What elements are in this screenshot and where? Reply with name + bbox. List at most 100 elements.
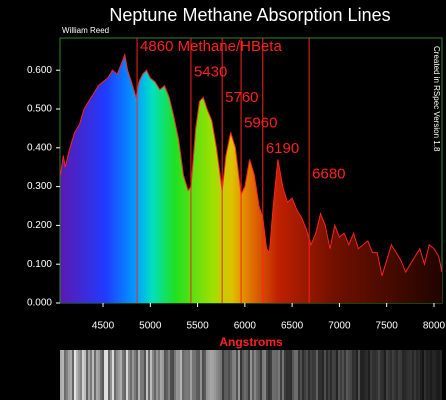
strip-band — [102, 350, 104, 400]
strip-band — [160, 350, 162, 400]
strip-band — [264, 350, 266, 400]
strip-band — [82, 350, 84, 400]
strip-band — [414, 350, 416, 400]
strip-band — [434, 350, 436, 400]
strip-band — [398, 350, 400, 400]
strip-band — [230, 350, 232, 400]
strip-band — [94, 350, 96, 400]
strip-band — [374, 350, 376, 400]
strip-band — [132, 350, 134, 400]
strip-band — [84, 350, 86, 400]
strip-band — [350, 350, 352, 400]
strip-band — [312, 350, 314, 400]
strip-band — [228, 350, 230, 400]
strip-band — [64, 350, 66, 400]
strip-band — [418, 350, 420, 400]
strip-band — [134, 350, 136, 400]
strip-band — [200, 350, 202, 400]
strip-band — [340, 350, 342, 400]
strip-band — [214, 350, 216, 400]
strip-band — [360, 350, 362, 400]
strip-band — [96, 350, 98, 400]
strip-band — [258, 350, 260, 400]
x-tick-label: 8000 — [423, 321, 446, 332]
x-tick-label: 6000 — [234, 321, 257, 332]
x-tick-label: 4500 — [92, 321, 115, 332]
strip-band — [292, 350, 294, 400]
strip-band — [426, 350, 428, 400]
strip-band — [314, 350, 316, 400]
strip-band — [328, 350, 330, 400]
author: William Reed — [62, 26, 109, 35]
strip-band — [154, 350, 156, 400]
strip-band — [110, 350, 112, 400]
strip-band — [416, 350, 418, 400]
chart-title: Neptune Methane Absorption Lines — [109, 5, 390, 25]
strip-band — [70, 350, 72, 400]
strip-band — [428, 350, 430, 400]
strip-band — [370, 350, 372, 400]
x-tick-label: 6500 — [281, 321, 304, 332]
strip-band — [396, 350, 398, 400]
annotation-label: 5760 — [225, 89, 258, 106]
annotation-label: 5430 — [194, 63, 227, 80]
strip-band — [180, 350, 182, 400]
strip-band — [386, 350, 388, 400]
strip-band — [276, 350, 278, 400]
strip-band — [210, 350, 212, 400]
strip-band — [62, 350, 64, 400]
strip-band — [208, 350, 210, 400]
strip-band — [144, 350, 146, 400]
strip-band — [92, 350, 94, 400]
strip-band — [220, 350, 222, 400]
strip-band — [440, 350, 442, 400]
strip-band — [424, 350, 426, 400]
strip-band — [310, 350, 312, 400]
strip-band — [378, 350, 380, 400]
y-tick-label: 0.000 — [27, 298, 52, 309]
strip-band — [232, 350, 234, 400]
strip-band — [410, 350, 412, 400]
strip-band — [170, 350, 172, 400]
strip-band — [142, 350, 144, 400]
strip-band — [176, 350, 178, 400]
strip-band — [124, 350, 126, 400]
strip-band — [120, 350, 122, 400]
strip-band — [252, 350, 254, 400]
strip-band — [348, 350, 350, 400]
y-tick-label: 0.500 — [27, 104, 52, 115]
x-tick-label: 7500 — [376, 321, 399, 332]
strip-band — [262, 350, 264, 400]
x-tick-label: 5500 — [186, 321, 209, 332]
strip-band — [236, 350, 238, 400]
strip-band — [422, 350, 424, 400]
annotation-label: 5960 — [244, 114, 277, 131]
strip-band — [302, 350, 304, 400]
x-axis-label: Angstroms — [219, 335, 283, 349]
strip-band — [190, 350, 192, 400]
strip-band — [282, 350, 284, 400]
strip-band — [432, 350, 434, 400]
strip-band — [384, 350, 386, 400]
spectrum-line — [60, 52, 443, 276]
strip-band — [288, 350, 290, 400]
strip-band — [194, 350, 196, 400]
strip-band — [318, 350, 320, 400]
strip-band — [364, 350, 366, 400]
strip-band — [66, 350, 68, 400]
strip-band — [146, 350, 148, 400]
strip-band — [130, 350, 132, 400]
strip-band — [306, 350, 308, 400]
strip-band — [356, 350, 358, 400]
strip-band — [72, 350, 74, 400]
y-tick-label: 0.600 — [27, 65, 52, 76]
strip-band — [238, 350, 240, 400]
strip-band — [78, 350, 80, 400]
strip-band — [242, 350, 244, 400]
strip-band — [248, 350, 250, 400]
strip-band — [320, 350, 322, 400]
strip-band — [438, 350, 440, 400]
y-tick-label: 0.400 — [27, 142, 52, 153]
strip-band — [362, 350, 364, 400]
strip-band — [430, 350, 432, 400]
